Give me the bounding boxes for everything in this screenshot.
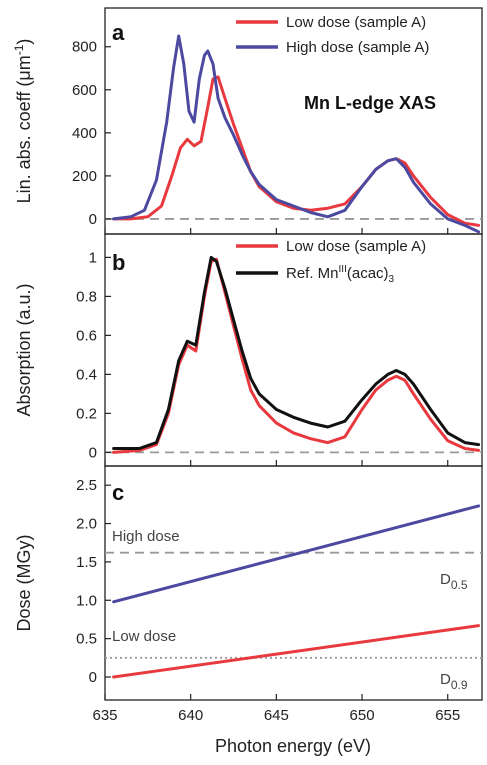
d09-main: D: [440, 671, 451, 688]
panel-c-ytick-label-4: 2.0: [76, 516, 97, 533]
d05-label: D0.5: [440, 571, 468, 592]
panel-b-letter: b: [112, 250, 125, 275]
d05-main: D: [440, 571, 451, 588]
x-tick-label-4: 655: [435, 707, 460, 724]
panel-c-ytick-label-3: 1.5: [76, 554, 97, 571]
high-dose-label: High dose: [112, 528, 180, 545]
panel-c-ytick-label-0: 0: [89, 669, 97, 686]
x-tick-label-0: 635: [92, 707, 117, 724]
legend-b-low-label: Low dose (sample A): [286, 238, 426, 255]
annotation-mn-ledge: Mn L-edge XAS: [304, 93, 436, 113]
panel-c-frame: [104, 465, 483, 701]
legend-b-ref-sub: 3: [389, 274, 395, 285]
x-axis-label: Photon energy (eV): [215, 736, 371, 756]
panel-a-letter: a: [112, 20, 125, 45]
panel-c-letter: c: [112, 480, 124, 505]
panel-a-ylabel-main: Lin. abs. coeff (μm: [14, 55, 34, 203]
panel-b-ytick-label-0: 0: [89, 444, 97, 461]
legend-b-ref-mid: (acac): [347, 265, 389, 282]
x-tick-label-2: 645: [264, 707, 289, 724]
axis-ticks: 0 200 400 600 800 0 0.2 0.4 0.6 0.8 1 0 0.5 1.0 1.5 2.0…: [72, 39, 460, 724]
panel-b-ytick-label-4: 0.8: [76, 288, 97, 305]
panel-c-series-0: [112, 504, 481, 604]
legend-a-low-label: Low dose (sample A): [286, 14, 426, 31]
d09-sub: 0.9: [451, 678, 468, 692]
panel-a-ytick-label-1: 200: [72, 168, 97, 185]
legend-b-ref-label: Ref. MnIII(acac)3: [286, 264, 395, 285]
x-tick-label-3: 650: [350, 707, 375, 724]
legend-b-ref-sup: III: [339, 264, 347, 275]
d05-sub: 0.5: [451, 578, 468, 592]
panel-c-series-1: [112, 624, 481, 679]
panel-b-ytick-label-1: 0.2: [76, 405, 97, 422]
panel-b-ylabel: Absorption (a.u.): [14, 283, 34, 416]
d09-label: D0.9: [440, 671, 468, 692]
panel-a-ylabel-close: ): [14, 39, 34, 45]
panel-a-ytick-label-0: 0: [89, 211, 97, 228]
panel-c-ytick-label-5: 2.5: [76, 477, 97, 494]
panel-b-series-0: [112, 257, 481, 454]
panel-c-ytick-label-2: 1.0: [76, 592, 97, 609]
panel-c-ylabel: Dose (MGy): [14, 534, 34, 631]
panel-b-series-1: [112, 255, 481, 450]
panel-c-ytick-label-1: 0.5: [76, 631, 97, 648]
panel-a-ytick-label-3: 600: [72, 82, 97, 99]
panel-b-ytick-label-3: 0.6: [76, 327, 97, 344]
panel-a-ylabel: Lin. abs. coeff (μm-1): [12, 39, 34, 204]
panel-a-ylabel-sup: -1: [12, 44, 26, 55]
panel-a-series-1: [112, 34, 481, 234]
x-tick-label-1: 640: [178, 707, 203, 724]
panel-a-ytick-label-4: 800: [72, 39, 97, 56]
panel-c-plot: [105, 504, 482, 679]
legend-a-high-label: High dose (sample A): [286, 39, 429, 56]
panel-b-ytick-label-2: 0.4: [76, 366, 97, 383]
low-dose-label: Low dose: [112, 628, 176, 645]
panel-a-plot: [105, 34, 482, 234]
panel-b-ytick-label-5: 1: [89, 249, 97, 266]
legend-b-ref-main: Ref. Mn: [286, 265, 339, 282]
panel-a-ytick-label-2: 400: [72, 125, 97, 142]
panel-b-plot: [105, 255, 482, 454]
